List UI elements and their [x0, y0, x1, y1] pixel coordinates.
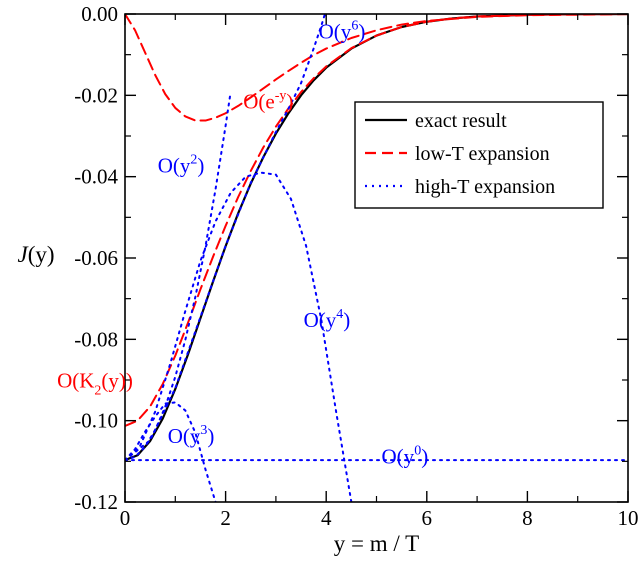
annotation-4: O(K2(y)) [57, 368, 133, 398]
y-axis-label: J(y) [17, 242, 54, 267]
series-line-1 [125, 14, 628, 427]
x-tick-label: 8 [522, 506, 533, 530]
series-line-4 [125, 91, 232, 462]
annotation-6: O(y0) [382, 443, 429, 468]
y-tick-label: -0.04 [74, 165, 118, 189]
series-line-6 [125, 171, 353, 502]
annotation-0: O(e-y) [243, 88, 293, 113]
y-tick-label: -0.06 [74, 246, 118, 270]
y-axis-label-italic: J [17, 242, 29, 267]
series-line-0 [125, 14, 628, 462]
x-tick-label: 2 [220, 506, 231, 530]
legend-label-2: high-T expansion [415, 176, 555, 198]
x-tick-label: 10 [618, 506, 639, 530]
x-tick-label: 6 [422, 506, 433, 530]
curves-group [125, 14, 628, 502]
legend-label-1: low-T expansion [415, 143, 550, 165]
y-tick-label: 0.00 [81, 2, 118, 26]
y-tick-label: -0.10 [74, 409, 118, 433]
annotation-3: O(y4) [304, 307, 351, 332]
x-tick-label: 0 [120, 506, 131, 530]
annotation-5: O(y3) [168, 423, 215, 448]
series-line-7 [125, 14, 326, 462]
x-tick-label: 4 [321, 506, 332, 530]
y-tick-label: -0.12 [74, 490, 118, 514]
annotation-2: O(y2) [158, 153, 205, 178]
x-axis-label: y = m / T [334, 531, 419, 556]
y-tick-label: -0.02 [74, 83, 118, 107]
annotations-group: O(e-y) O(y6) O(y2) O(y4) O(K2(y)) O(y3) O(y0) [57, 18, 428, 468]
annotation-1: O(y6) [319, 18, 366, 43]
y-tick-label: -0.08 [74, 327, 118, 351]
legend: exact result low-T expansion high-T expans… [354, 101, 604, 209]
series-line-2 [125, 14, 628, 122]
ticks-group: 0 2 4 6 8 10 0.00 -0.02 -0.04 -0.06 -0.08 -0.10 -0.1… [74, 2, 638, 530]
legend-label-0: exact result [415, 110, 507, 132]
y-axis-label-rest: (y) [28, 242, 55, 267]
